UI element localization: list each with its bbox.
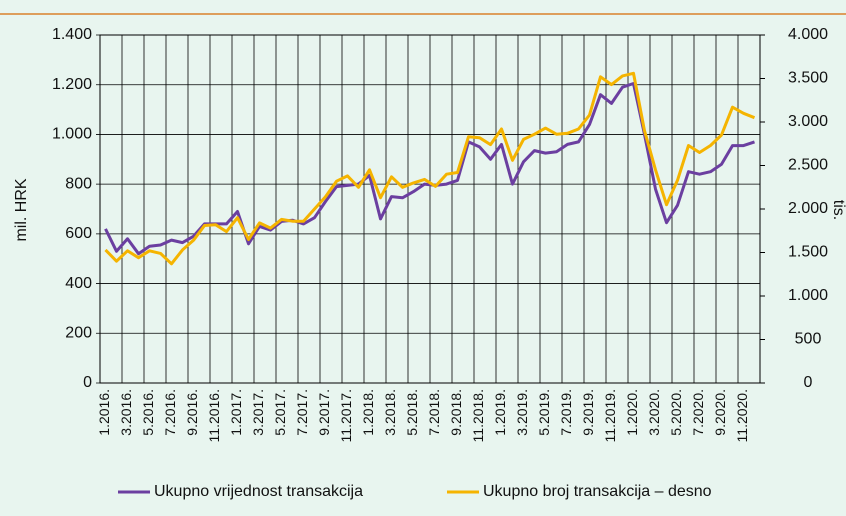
y2-tick-label: 1.500 [788,244,828,261]
x-tick-label: 1.2018. [360,389,376,436]
x-tick-label: 7.2019. [558,389,574,436]
x-tick-label: 5.2016. [140,389,156,436]
y-tick-label: 400 [65,275,92,292]
x-tick-label: 3.2019. [514,389,530,436]
x-tick-label: 5.2019. [536,389,552,436]
y-tick-label: 1.400 [52,26,92,43]
x-tick-label: 7.2017. [294,389,310,436]
x-tick-label: 5.2018. [404,389,420,436]
y-axis-label: mil. HRK [13,178,30,241]
legend-label: Ukupno vrijednost transakcija [154,483,363,500]
x-tick-label: 7.2016. [162,389,178,436]
x-tick-label: 3.2020. [646,389,662,436]
y2-tick-label: 2.500 [788,157,828,174]
x-tick-label: 1.2017. [228,389,244,436]
y2-axis-label: tis. [830,200,846,220]
x-tick-label: 11.2018. [470,389,486,442]
series-line [104,71,756,266]
y-tick-label: 600 [65,225,92,242]
x-tick-label: 9.2018. [448,389,464,436]
x-tick-label: 11.2020. [734,389,750,442]
x-tick-label: 7.2018. [426,389,442,436]
x-tick-label: 1.2020. [624,389,640,436]
y2-tick-label: 2.000 [788,200,828,217]
x-tick-label: 3.2018. [382,389,398,436]
x-tick-label: 5.2017. [272,389,288,436]
y2-tick-label: 500 [795,331,822,348]
y2-tick-label: 1.000 [788,287,828,304]
y-tick-label: 1.000 [52,126,92,143]
y2-tick-label: 0 [804,374,813,391]
x-tick-label: 11.2016. [206,389,222,442]
y2-tick-label: 3.000 [788,113,828,130]
legend-label: Ukupno broj transakcija – desno [483,483,712,500]
y-tick-label: 1.200 [52,76,92,93]
y2-tick-label: 4.000 [788,26,828,43]
x-tick-label: 5.2020. [668,389,684,436]
x-tick-label: 11.2019. [602,389,618,442]
x-tick-label: 3.2017. [250,389,266,436]
x-tick-label: 9.2017. [316,389,332,436]
x-tick-label: 9.2019. [580,389,596,436]
y2-tick-label: 3.500 [788,70,828,87]
x-tick-label: 9.2020. [712,389,728,436]
y-tick-label: 800 [65,175,92,192]
x-tick-label: 3.2016. [118,389,134,436]
x-tick-label: 9.2016. [184,389,200,436]
y-tick-label: 200 [65,325,92,342]
x-tick-label: 11.2017. [338,389,354,442]
y-tick-label: 0 [83,374,92,391]
x-tick-label: 1.2019. [492,389,508,436]
x-tick-label: 1.2016. [96,389,112,436]
x-tick-label: 7.2020. [690,389,706,436]
